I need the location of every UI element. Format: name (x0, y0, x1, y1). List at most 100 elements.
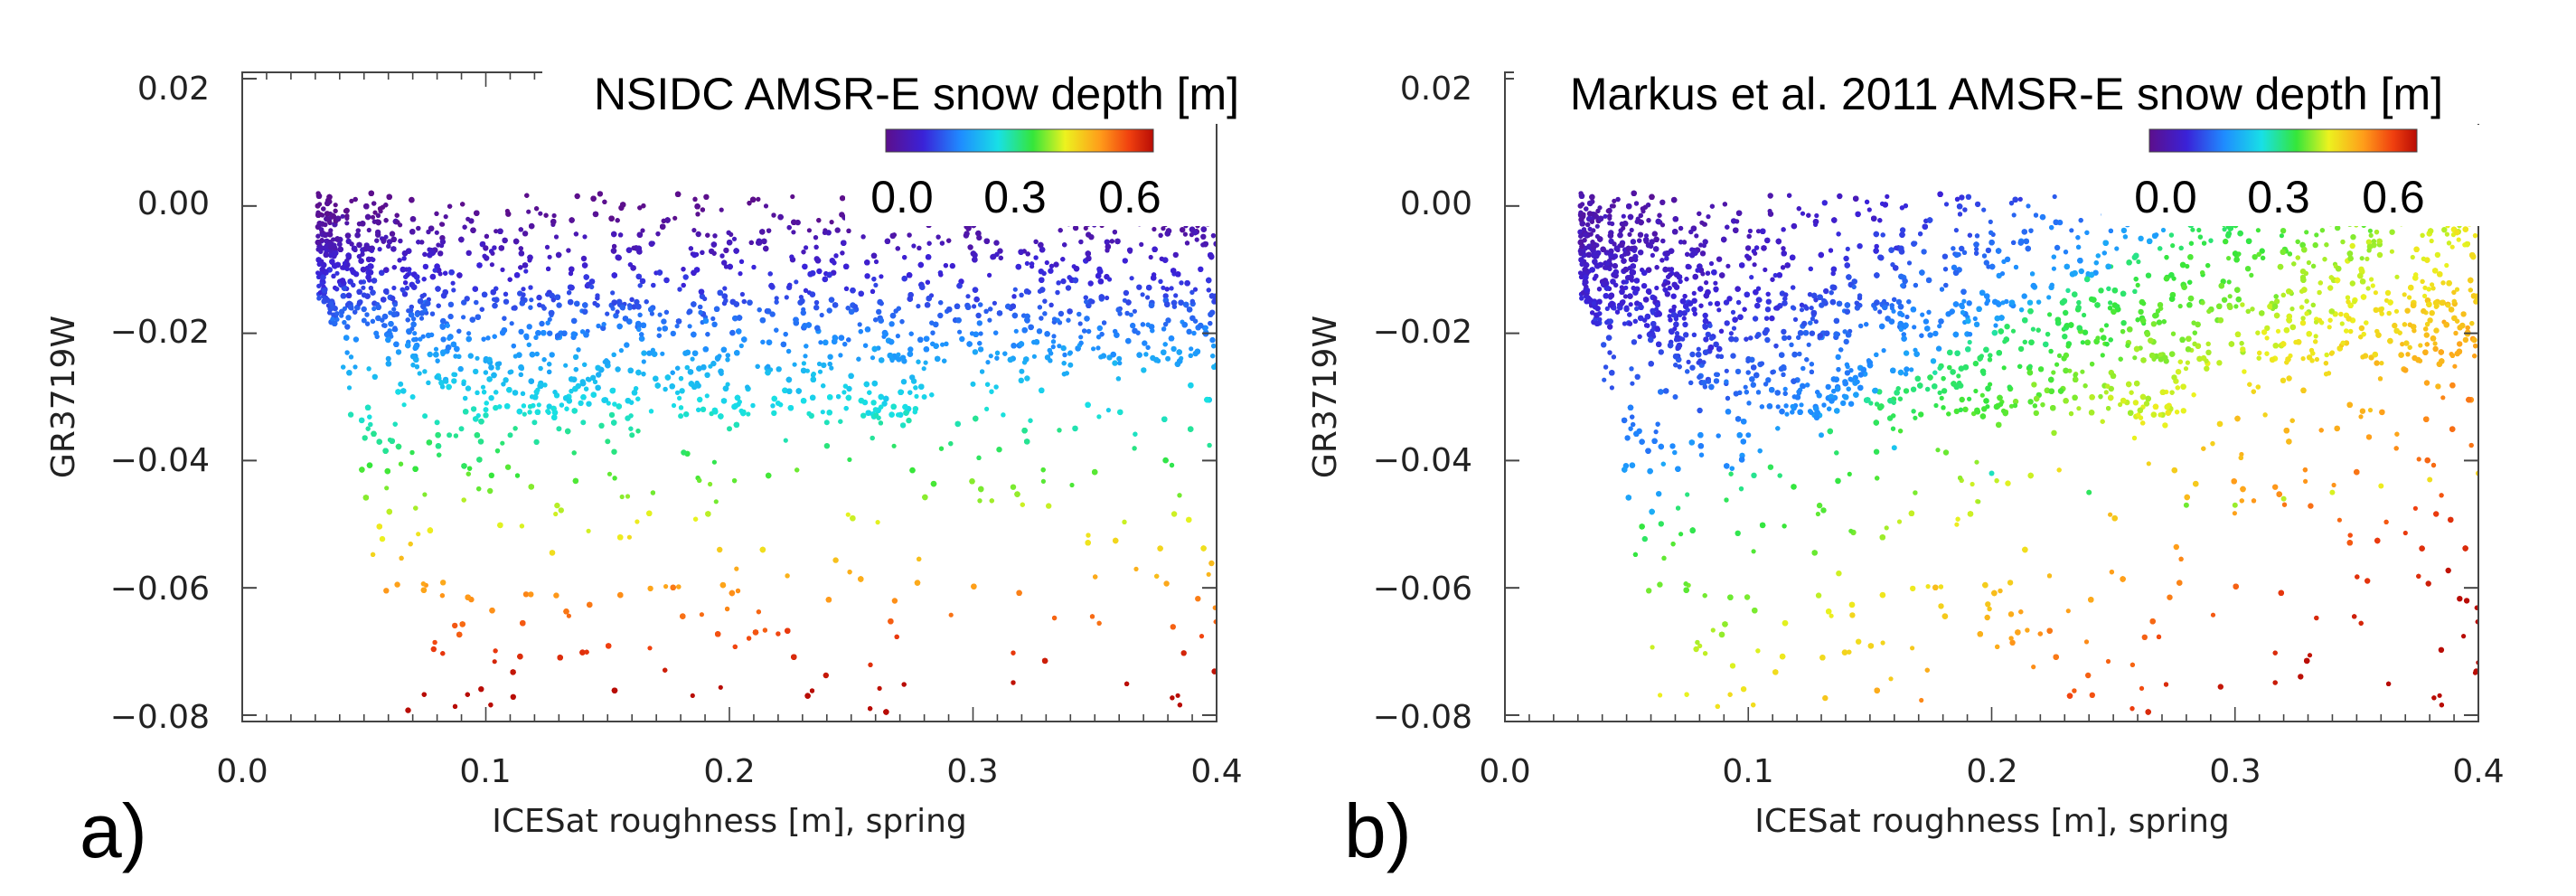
scatter-point (1180, 650, 1187, 656)
scatter-point (595, 384, 601, 391)
scatter-point (891, 232, 897, 238)
scatter-point (896, 352, 901, 357)
scatter-point (841, 390, 847, 395)
scatter-point (1038, 241, 1044, 249)
scatter-point (1112, 230, 1117, 235)
scatter-point (439, 593, 445, 599)
scatter-point (747, 636, 752, 641)
scatter-point (1200, 226, 1208, 232)
scatter-point (1208, 311, 1214, 317)
scatter-point (821, 383, 826, 389)
scatter-point (1153, 356, 1160, 363)
scatter-point (879, 274, 884, 279)
scatter-point (791, 230, 796, 235)
scatter-point (1093, 574, 1098, 580)
scatter-point (916, 304, 921, 309)
scatter-point (712, 409, 719, 415)
scatter-point (368, 190, 374, 196)
scatter-point (475, 314, 481, 320)
scatter-point (1023, 356, 1029, 363)
scatter-point (606, 401, 611, 406)
scatter-point (710, 241, 718, 248)
scatter-point (973, 331, 979, 337)
scatter-point (582, 302, 588, 308)
scatter-point (533, 335, 539, 340)
scatter-point (405, 317, 410, 323)
scatter-point (429, 273, 437, 280)
scatter-point (719, 207, 724, 212)
scatter-point (1104, 239, 1111, 245)
scatter-point (488, 364, 494, 371)
scatter-point (383, 288, 390, 295)
scatter-point (700, 364, 707, 371)
scatter-point (616, 403, 622, 410)
scatter-point (415, 312, 420, 317)
scatter-point (419, 294, 425, 299)
scatter-point (860, 234, 866, 240)
scatter-point (691, 228, 697, 233)
scatter-point (957, 329, 963, 335)
scatter-point (395, 389, 401, 395)
scatter-point (1169, 462, 1175, 468)
scatter-point (917, 245, 922, 250)
scatter-point (813, 305, 820, 311)
scatter-point (1132, 446, 1137, 451)
scatter-point (1014, 491, 1020, 497)
scatter-point (663, 386, 668, 392)
scatter-point (1078, 335, 1084, 340)
scatter-point (850, 288, 856, 294)
scatter-point (1106, 277, 1113, 282)
scatter-point (883, 395, 889, 402)
scatter-point (384, 486, 390, 491)
scatter-point (821, 362, 827, 369)
scatter-point (719, 253, 725, 259)
scatter-point (418, 316, 425, 321)
scatter-point (731, 403, 738, 410)
scatter-point (545, 409, 550, 414)
scatter-point (757, 307, 762, 313)
scatter-point (1053, 261, 1059, 268)
scatter-point (574, 193, 580, 200)
scatter-point (549, 352, 555, 358)
scatter-point (1208, 293, 1216, 299)
scatter-point (382, 448, 389, 454)
scatter-point (993, 384, 999, 390)
scatter-point (790, 193, 795, 200)
scatter-point (1143, 352, 1149, 357)
scatter-point (852, 304, 858, 309)
scatter-point (483, 245, 489, 251)
scatter-point (512, 426, 518, 431)
scatter-point (340, 213, 345, 219)
scatter-point (409, 449, 415, 456)
scatter-point (359, 467, 365, 473)
scatter-point (1085, 250, 1092, 257)
scatter-point (656, 326, 663, 332)
scatter-point (411, 316, 417, 322)
scatter-point (559, 402, 565, 408)
scatter-point (704, 393, 710, 399)
scatter-point (522, 231, 529, 237)
scatter-point (615, 366, 621, 373)
scatter-point (970, 250, 977, 257)
scatter-point (611, 272, 617, 278)
scatter-point (1039, 247, 1046, 253)
scatter-point (418, 336, 423, 342)
scatter-point (641, 350, 647, 356)
scatter-point (1161, 326, 1167, 332)
scatter-point (1085, 540, 1091, 546)
scatter-point (516, 352, 522, 358)
scatter-point (663, 309, 670, 315)
scatter-point (669, 383, 675, 390)
scatter-point (800, 367, 807, 374)
scatter-point (549, 550, 556, 556)
scatter-point (698, 304, 703, 310)
scatter-point (734, 566, 739, 571)
scatter-point (930, 480, 937, 487)
scatter-point (1127, 249, 1133, 254)
scatter-point (1154, 573, 1160, 579)
scatter-point (1042, 311, 1048, 316)
scatter-point (1122, 258, 1129, 264)
scatter-point (342, 306, 347, 311)
scatter-point (492, 245, 497, 250)
scatter-point (881, 401, 888, 407)
